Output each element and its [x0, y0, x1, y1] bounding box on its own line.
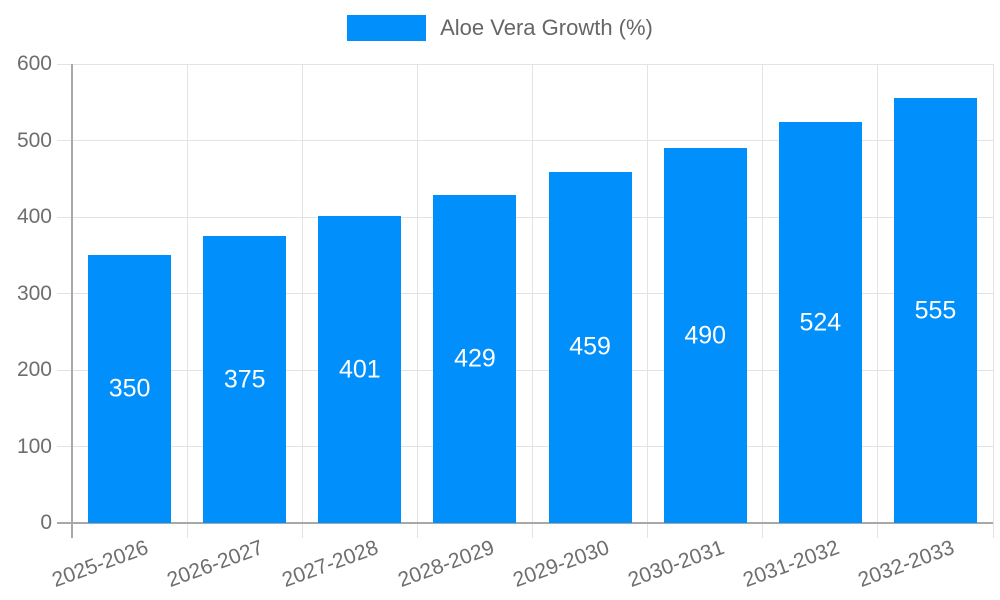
x-gridline [532, 64, 533, 538]
bar-value-label: 350 [108, 374, 151, 403]
x-axis-tick-label: 2025-2026 [49, 536, 152, 592]
bar-value-label: 429 [454, 344, 496, 373]
y-axis-tick-label: 500 [16, 128, 52, 152]
bar[interactable] [203, 236, 287, 523]
bar-value-label: 459 [569, 332, 611, 361]
bar-value-label: 524 [799, 308, 842, 337]
x-axis-tick-label: 2030-2031 [624, 536, 728, 592]
x-gridline [877, 64, 879, 538]
bar-value-label: 555 [914, 296, 957, 325]
bar[interactable] [893, 98, 977, 523]
x-gridline [992, 64, 994, 538]
x-axis-tick-label: 2028-2029 [394, 536, 497, 592]
bar[interactable] [778, 122, 862, 523]
y-gridline [57, 293, 993, 294]
bar-value-label: 401 [338, 355, 381, 384]
x-axis-tick-label: 2027-2028 [279, 536, 382, 592]
x-gridline [647, 64, 649, 538]
y-axis-tick-label: 300 [16, 281, 52, 305]
y-axis-tick-label: 100 [16, 434, 52, 458]
x-axis-tick-label: 2026-2027 [164, 536, 267, 592]
bar-value-label: 490 [684, 321, 727, 350]
legend-swatch-icon [347, 15, 427, 41]
y-axis-tick-label: 600 [16, 52, 52, 75]
y-gridline [57, 63, 993, 65]
bar[interactable] [88, 255, 172, 523]
y-axis-tick-label: 400 [16, 205, 52, 228]
y-axis-line [71, 64, 73, 538]
x-axis-line [57, 522, 993, 524]
bar[interactable] [318, 216, 402, 523]
x-axis-tick-label: 2029-2030 [509, 536, 612, 592]
legend-label: Aloe Vera Growth (%) [440, 15, 653, 40]
legend[interactable]: Aloe Vera Growth (%) [0, 14, 1000, 42]
bar[interactable] [548, 171, 632, 523]
y-gridline [57, 446, 993, 447]
y-gridline [57, 216, 993, 218]
y-axis-tick-label: 0 [40, 511, 52, 534]
x-axis-tick-label: 2031-2032 [739, 536, 843, 592]
x-gridline [762, 64, 764, 538]
x-axis-tick-label: 2032-2033 [855, 536, 958, 592]
y-axis-tick-label: 200 [16, 358, 52, 381]
y-gridline [57, 140, 993, 141]
bar-value-label: 375 [223, 365, 266, 394]
x-gridline [301, 64, 303, 538]
y-gridline [57, 369, 993, 371]
bar[interactable] [663, 148, 747, 523]
x-gridline [186, 64, 188, 538]
bar[interactable] [433, 194, 517, 523]
x-gridline [416, 64, 418, 538]
